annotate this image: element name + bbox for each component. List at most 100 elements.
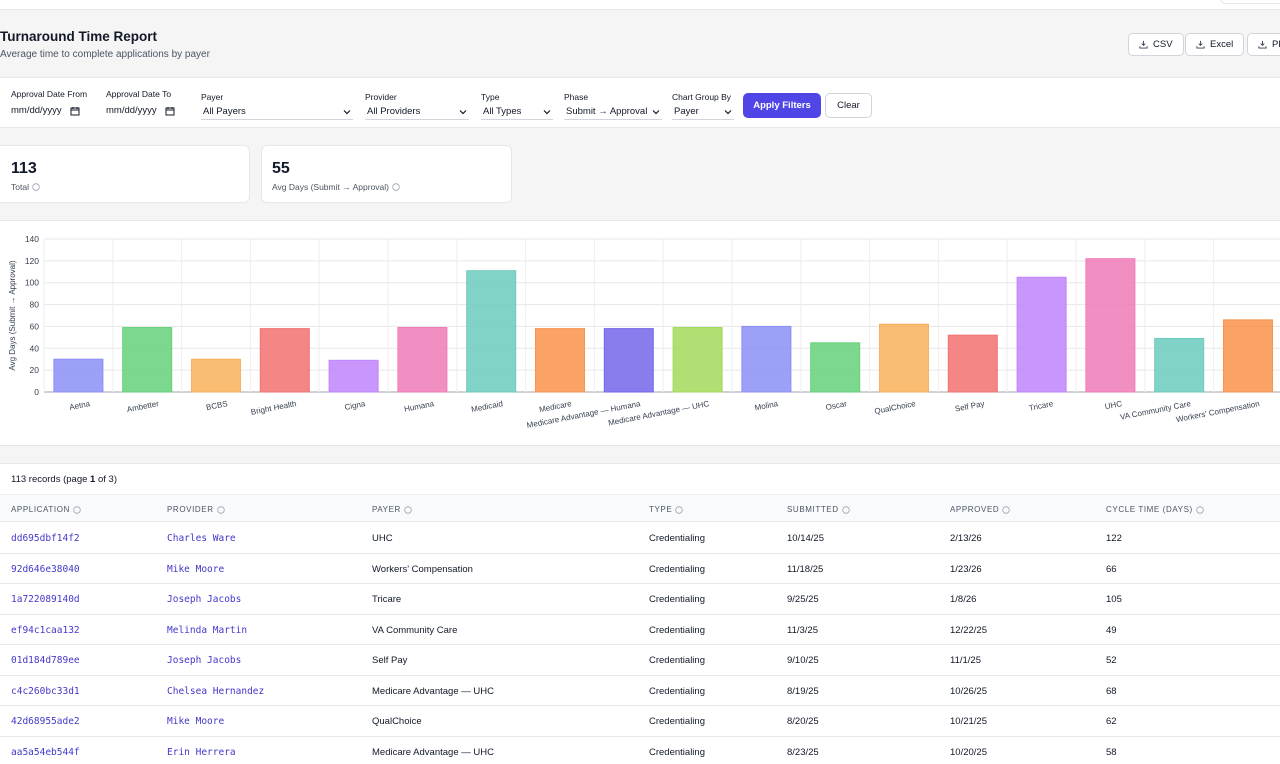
column-header-label: CYCLE TIME (DAYS) — [1106, 505, 1193, 514]
column-header-label: PROVIDER — [167, 505, 214, 514]
column-header-cycle-time-days[interactable]: CYCLE TIME (DAYS) — [1106, 505, 1204, 514]
provider-link[interactable]: Mike Moore — [167, 716, 225, 727]
table-row[interactable]: 1a722089140d Joseph Jacobs Tricare Credenti… — [0, 584, 1280, 615]
info-icon[interactable] — [216, 505, 225, 514]
export-excel-button[interactable]: Excel — [1185, 33, 1245, 56]
column-header-label: SUBMITTED — [787, 505, 839, 514]
type-label: Type — [481, 92, 500, 102]
y-tick-label: 100 — [25, 278, 39, 288]
clear-filters-button[interactable]: Clear — [825, 93, 872, 118]
table-row[interactable]: 92d646e38040 Mike Moore Workers' Compensat… — [0, 554, 1280, 584]
y-axis-label: Avg Days (Submit → Approval) — [8, 260, 17, 370]
info-icon[interactable] — [392, 183, 400, 191]
calendar-icon[interactable] — [70, 106, 80, 116]
export-excel-label: Excel — [1210, 39, 1234, 50]
info-icon[interactable] — [73, 505, 81, 514]
info-icon[interactable] — [32, 183, 40, 191]
bar-aetna — [53, 358, 104, 393]
chart-card: 0 20 40 60 80 100 120 140 Avg Days (Submit → App… — [0, 220, 1280, 446]
provider-select[interactable]: All Providers — [365, 104, 469, 120]
application-id-link[interactable]: c4c260bc33d1 — [11, 685, 80, 697]
provider-label: Provider — [365, 92, 397, 102]
bar-uhc — [1085, 258, 1136, 393]
info-icon[interactable] — [1196, 505, 1204, 514]
x-tick-label: Ambetter — [126, 399, 160, 414]
date-to-input[interactable]: mm/dd/yyyy — [106, 105, 175, 116]
x-tick-label: Medicare — [538, 399, 573, 414]
table-row[interactable]: c4c260bc33d1 Chelsea Hernandez Medicare Ad… — [0, 676, 1280, 706]
records-summary: 113 records (page 1 of 3) — [11, 474, 117, 485]
bar-va-community-care — [1154, 337, 1205, 393]
table-row[interactable]: aa5a54eb544f Erin Herrera Medicare Advanta… — [0, 737, 1280, 764]
info-icon[interactable] — [841, 505, 850, 514]
provider-link[interactable]: Melinda Martin — [167, 624, 248, 636]
x-tick-label: Cigna — [344, 399, 367, 412]
payer-cell: Workers' Compensation — [372, 563, 473, 575]
type-cell: Credentialing — [649, 716, 705, 727]
phase-select[interactable]: Submit → Approval — [564, 104, 662, 120]
export-csv-button[interactable]: CSV — [1128, 33, 1184, 56]
type-select[interactable]: All Types — [481, 104, 553, 120]
table-row[interactable]: ef94c1caa132 Melinda Martin VA Community C… — [0, 615, 1280, 645]
bar-humana — [397, 327, 448, 393]
filters-panel: Approval Date From mm/dd/yyyy Approval D… — [0, 77, 1280, 128]
table-row[interactable]: dd695dbf14f2 Charles Ware UHC Credentialing… — [0, 523, 1280, 554]
cycle-time-cell: 105 — [1106, 594, 1122, 605]
column-header-approved[interactable]: APPROVED — [950, 505, 1010, 514]
provider-link[interactable]: Mike Moore — [167, 563, 225, 575]
bar-bcbs — [191, 358, 241, 393]
bar-medicare-advantage-uhc — [672, 327, 723, 393]
application-id-link[interactable]: ef94c1caa132 — [11, 624, 80, 636]
info-icon[interactable] — [1002, 505, 1010, 514]
submitted-cell: 11/18/25 — [787, 563, 824, 575]
provider-link[interactable]: Joseph Jacobs — [167, 594, 242, 605]
cycle-time-cell: 62 — [1106, 716, 1117, 727]
chevron-down-icon — [724, 109, 732, 114]
column-header-payer[interactable]: PAYER — [372, 505, 412, 514]
export-pdf-label: PDF — [1272, 39, 1280, 50]
payer-select[interactable]: All Payers — [201, 104, 353, 120]
application-id-link[interactable]: 1a722089140d — [11, 594, 80, 605]
chevron-down-icon — [459, 109, 467, 114]
column-header-application[interactable]: APPLICATION — [11, 505, 81, 514]
top-bar-control[interactable] — [1220, 0, 1280, 4]
provider-link[interactable]: Joseph Jacobs — [167, 655, 242, 666]
phase-value: Submit → Approval — [566, 106, 648, 117]
approved-cell: 10/20/25 — [950, 746, 987, 758]
application-id-link[interactable]: aa5a54eb544f — [11, 746, 80, 758]
payer-value: All Payers — [203, 106, 246, 117]
provider-link[interactable]: Charles Ware — [167, 533, 236, 544]
bar-oscar — [810, 342, 861, 393]
export-pdf-button[interactable]: PDF — [1247, 33, 1280, 56]
application-id-link[interactable]: 01d184d789ee — [11, 655, 80, 666]
y-tick-label: 60 — [30, 321, 40, 331]
type-cell: Credentialing — [649, 685, 705, 697]
column-header-provider[interactable]: PROVIDER — [167, 505, 225, 514]
provider-link[interactable]: Chelsea Hernandez — [167, 685, 265, 697]
info-icon[interactable] — [404, 505, 412, 514]
date-from-input[interactable]: mm/dd/yyyy — [11, 105, 80, 116]
column-header-submitted[interactable]: SUBMITTED — [787, 505, 850, 514]
cycle-time-cell: 49 — [1106, 624, 1117, 636]
payer-cell: UHC — [372, 533, 393, 544]
column-header-type[interactable]: TYPE — [649, 505, 683, 514]
chevron-down-icon — [652, 109, 660, 114]
bar-self-pay — [947, 334, 998, 393]
y-tick-label: 40 — [30, 343, 40, 353]
application-id-link[interactable]: 92d646e38040 — [11, 563, 80, 575]
application-id-link[interactable]: 42d68955ade2 — [11, 716, 80, 727]
application-id-link[interactable]: dd695dbf14f2 — [11, 533, 80, 544]
x-tick-label: Oscar — [825, 399, 848, 412]
bar-molina — [741, 325, 792, 393]
calendar-icon[interactable] — [165, 106, 175, 116]
date-to-value: mm/dd/yyyy — [106, 105, 157, 116]
table-row[interactable]: 01d184d789ee Joseph Jacobs Self Pay Credent… — [0, 645, 1280, 676]
records-page-number: 1 — [90, 474, 96, 485]
info-icon[interactable] — [675, 505, 683, 514]
group-by-select[interactable]: Payer — [672, 104, 734, 120]
apply-filters-button[interactable]: Apply Filters — [743, 93, 821, 118]
provider-link[interactable]: Erin Herrera — [167, 746, 236, 758]
records-page-total: of 3) — [95, 474, 117, 485]
x-tick-label: Self Pay — [954, 399, 985, 414]
table-row[interactable]: 42d68955ade2 Mike Moore QualChoice Credenti… — [0, 706, 1280, 737]
